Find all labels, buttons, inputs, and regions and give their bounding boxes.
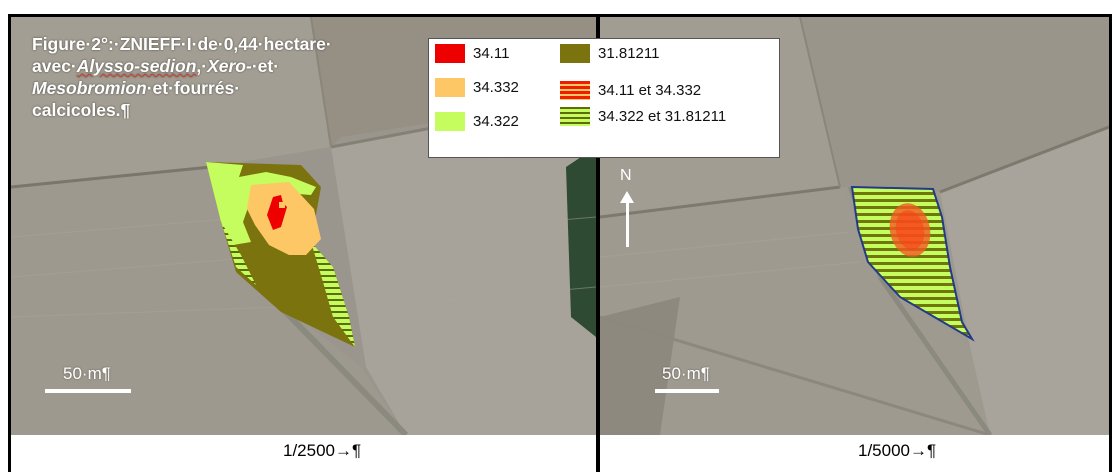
legend-label: 31.81211 bbox=[598, 45, 660, 62]
legend-item-34332: 34.332 bbox=[435, 78, 519, 97]
caption-line-2: avec·Alysso-sedion,·Xero-·et· bbox=[32, 55, 432, 77]
figure-caption: Figure·2°:·ZNIEFF·I·de·0,44·hectare· ave… bbox=[32, 33, 432, 121]
caption-alysso: Alysso-sedion bbox=[76, 56, 197, 76]
caption-meso: Mesobromion bbox=[32, 78, 147, 98]
scale-ratio-left: 1/2500→¶ bbox=[283, 441, 362, 460]
legend-label: 34.11 et 34.332 bbox=[598, 82, 702, 99]
legend-item-34322: 34.322 bbox=[435, 112, 519, 131]
north-arrow-shaft bbox=[626, 201, 629, 247]
scale-bar-right bbox=[655, 389, 719, 393]
map-legend: 34.11 34.332 34.322 31.81211 34.11 et 34… bbox=[428, 38, 780, 158]
panel-divider bbox=[596, 14, 600, 472]
north-arrow-icon: N bbox=[617, 167, 639, 249]
legend-swatch bbox=[560, 44, 590, 63]
legend-swatch bbox=[560, 107, 590, 126]
legend-swatch bbox=[435, 44, 465, 63]
legend-item-3411: 34.11 bbox=[435, 44, 509, 63]
scale-ratio-right: 1/5000→¶ bbox=[858, 441, 937, 460]
legend-item-3181211: 31.81211 bbox=[560, 44, 659, 63]
caption-rest: ·et·fourrés· bbox=[146, 78, 241, 98]
caption-avec: avec· bbox=[32, 56, 77, 76]
legend-item-3411-34332: 34.11 et 34.332 bbox=[560, 81, 701, 100]
legend-label: 34.332 bbox=[473, 79, 519, 96]
legend-swatch bbox=[560, 81, 590, 100]
caption-line-1: Figure·2°:·ZNIEFF·I·de·0,44·hectare· bbox=[32, 34, 332, 54]
caption-line-3: Mesobromion·et·fourrés· bbox=[32, 77, 432, 99]
legend-item-34322-3181211: 34.322 et 31.81211 bbox=[560, 107, 726, 126]
legend-label: 34.322 et 31.81211 bbox=[598, 108, 727, 125]
legend-label: 34.11 bbox=[473, 45, 510, 62]
legend-label: 34.322 bbox=[473, 113, 519, 130]
caption-sep: ,· bbox=[196, 56, 208, 76]
legend-swatch bbox=[435, 112, 465, 131]
north-arrow-head bbox=[620, 191, 634, 203]
legend-swatch bbox=[435, 78, 465, 97]
figure-frame bbox=[8, 14, 1112, 472]
scale-label-right: 50·m¶ bbox=[662, 364, 710, 383]
caption-xero: Xero- bbox=[207, 56, 252, 76]
scale-label-left: 50·m¶ bbox=[63, 364, 111, 383]
north-label: N bbox=[620, 167, 632, 184]
scale-bar-left bbox=[45, 389, 131, 393]
caption-et: ·et· bbox=[251, 56, 280, 76]
caption-line-4: calcicoles.¶ bbox=[32, 100, 131, 120]
